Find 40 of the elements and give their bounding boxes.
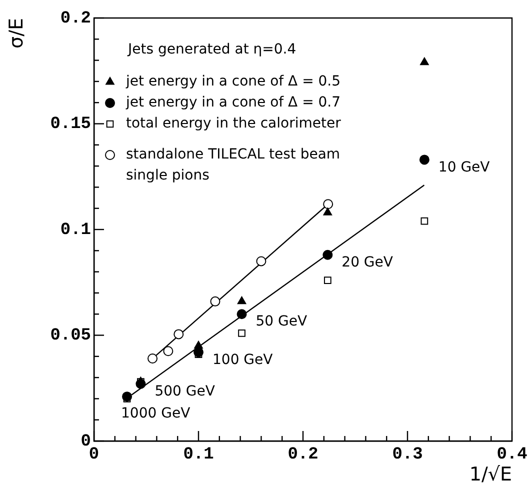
point [174, 329, 184, 340]
y-tick-label: 0.2 [60, 9, 91, 28]
point [194, 340, 203, 349]
annotation: 50 GeV [256, 314, 308, 330]
point [323, 199, 334, 210]
annotation: 1000 GeV [121, 406, 191, 422]
annotation: 100 GeV [212, 352, 274, 368]
legend-label: jet energy in a cone of Δ = 0.7 [125, 94, 341, 111]
point [148, 354, 158, 364]
x-tick-label: 0.4 [496, 445, 528, 464]
x-tick-label: 0.1 [183, 445, 214, 464]
point [420, 217, 428, 225]
y-tick-label: 0.05 [50, 326, 91, 346]
annotation: 20 GeV [342, 254, 394, 271]
legend-title: Jets generated at η=0.4 [127, 42, 296, 58]
point [323, 208, 332, 216]
point [324, 276, 332, 284]
point [122, 392, 132, 402]
legend-label: jet energy in a cone of Δ = 0.5 [125, 74, 341, 90]
point [194, 347, 204, 358]
x-axis-title: 1/√E [469, 464, 512, 486]
y-tick-label: 0 [80, 432, 91, 452]
y-axis-title: σ/E [5, 18, 28, 48]
point [322, 250, 333, 260]
legend-label: standalone TILECAL test beam single pions [126, 146, 340, 184]
point [237, 296, 246, 304]
legend-label: total energy in the calorimeter [126, 116, 342, 132]
point [420, 57, 429, 66]
point [210, 296, 220, 306]
point [238, 329, 246, 337]
point [163, 346, 174, 356]
annotation: 10 GeV [438, 159, 490, 176]
annotation: 500 GeV [154, 384, 216, 400]
point [256, 256, 266, 266]
y-tick-label: 0.15 [50, 115, 91, 134]
point [419, 154, 430, 165]
point [236, 309, 247, 320]
x-tick-label: 0.3 [392, 445, 423, 464]
y-tick-label: 0.1 [60, 220, 91, 240]
x-tick-label: 0.2 [288, 445, 318, 464]
